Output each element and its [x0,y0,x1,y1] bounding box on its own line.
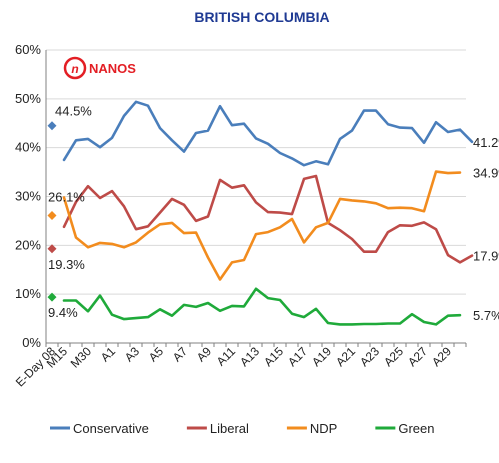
x-tick-label: A27 [405,344,430,369]
x-tick-label: M30 [68,344,95,371]
x-tick-label: A11 [214,344,239,369]
x-tick-label: A21 [333,344,358,369]
end-label-liberal: 17.9% [473,249,499,264]
x-tick-label: A17 [285,344,310,369]
series-lines [62,100,474,326]
legend-label-liberal: Liberal [210,421,249,436]
eday-marker-conservative [47,121,57,131]
x-tick-label: A7 [170,344,191,365]
legend-label-ndp: NDP [310,421,337,436]
y-tick-label: 60% [15,42,41,57]
y-tick-label: 0% [22,335,41,350]
x-tick-label: A5 [146,344,167,365]
eday-markers [47,121,57,302]
svg-text:n: n [71,62,78,76]
x-tick-label: A29 [429,344,454,369]
end-label-green: 5.7% [473,308,499,323]
x-tick-label: A9 [194,344,215,365]
eday-marker-liberal [47,244,57,254]
end-label-ndp: 34.9% [473,166,499,181]
series-line-ndp [62,170,462,281]
eday-marker-ndp [47,211,57,221]
y-tick-label: 50% [15,91,41,106]
series-line-green [62,287,462,326]
series-line-liberal [62,174,474,264]
legend-label-green: Green [398,421,434,436]
eday-label-conservative: 44.5% [55,104,92,119]
y-tick-label: 20% [15,237,41,252]
x-tick-label: A25 [381,344,406,369]
y-tick-label: 10% [15,286,41,301]
x-tick-label: A1 [98,344,119,365]
eday-label-green: 9.4% [48,305,78,320]
end-label-conservative: 41.2% [473,135,499,150]
eday-marker-green [47,292,57,302]
y-tick-label: 30% [15,189,41,204]
legend-label-conservative: Conservative [73,421,149,436]
x-tick-label: A3 [122,344,143,365]
logo-text: NANOS [89,61,136,76]
x-tick-label: A15 [261,344,286,369]
y-tick-label: 40% [15,140,41,155]
x-tick-label: A19 [309,344,334,369]
x-tick-label: A13 [237,344,262,369]
eday-label-liberal: 19.3% [48,257,85,272]
x-tick-label: A23 [357,344,382,369]
nanos-logo: n NANOS [63,56,136,80]
series-line-conservative [62,100,474,167]
legend: Conservative Liberal NDP Green [50,421,435,436]
chart-title: BRITISH COLUMBIA [194,9,329,25]
eday-label-ndp: 26.1% [48,190,85,205]
grid [46,49,466,295]
value-labels: 44.5% 19.3% 26.1% 9.4% 41.2% 17.9% 34.9% 5.7% [48,104,499,323]
